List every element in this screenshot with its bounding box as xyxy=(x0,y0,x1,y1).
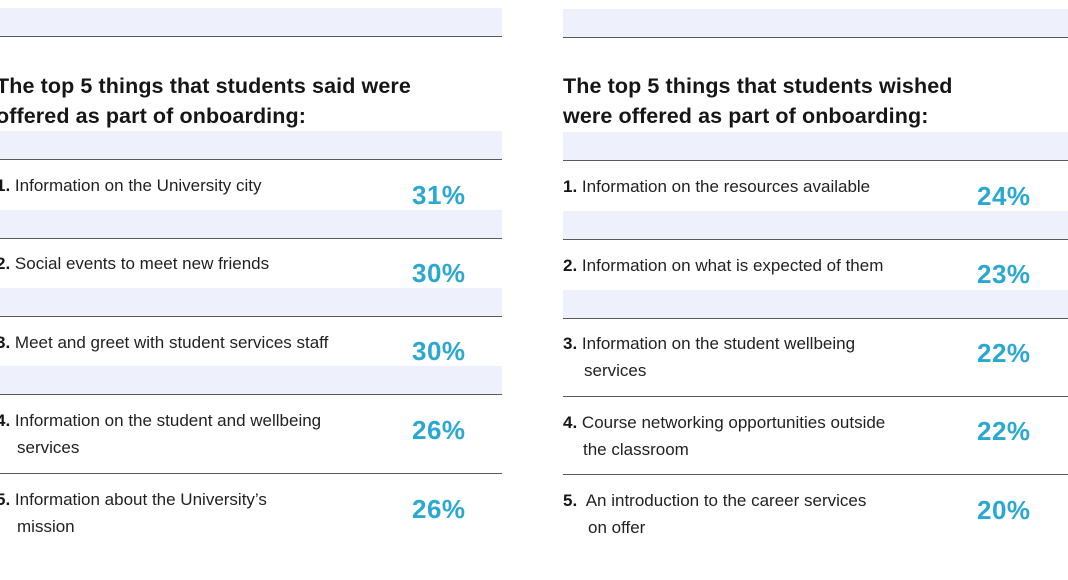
item-number: 3. xyxy=(0,333,11,352)
divider xyxy=(563,239,1068,240)
left-heading-line1: The top 5 things that students said were xyxy=(0,74,411,98)
shaded-band xyxy=(563,211,1068,239)
shaded-band xyxy=(0,131,502,159)
divider xyxy=(0,316,502,317)
item-number: 1. xyxy=(0,176,11,195)
item-percentage: 22% xyxy=(977,416,1031,446)
item-label-continuation: mission xyxy=(17,517,75,536)
item-percentage: 22% xyxy=(977,338,1031,368)
item-number: 1. xyxy=(563,177,578,196)
item-number: 4. xyxy=(0,411,11,430)
divider xyxy=(563,37,1068,38)
list-item: 5. Information about the University’s mi… xyxy=(0,486,386,540)
item-label: Course networking opportunities outside xyxy=(581,413,886,432)
item-percentage: 26% xyxy=(412,494,466,524)
list-item: 2. Social events to meet new friends xyxy=(0,250,386,277)
shaded-band xyxy=(0,210,502,238)
list-item: 4. Course networking opportunities outsi… xyxy=(563,409,953,463)
divider xyxy=(0,238,502,239)
shaded-band xyxy=(0,8,502,36)
list-item: 1. Information on the University city xyxy=(0,172,386,199)
divider xyxy=(0,159,502,160)
item-label: Social events to meet new friends xyxy=(14,254,270,273)
item-label-continuation: services xyxy=(584,361,647,380)
divider xyxy=(0,473,502,474)
item-number: 5. xyxy=(0,490,11,509)
item-label: Information on the University city xyxy=(14,176,262,195)
left-heading: The top 5 things that students said were… xyxy=(0,71,411,131)
divider xyxy=(563,318,1068,319)
item-percentage: 24% xyxy=(977,181,1031,211)
right-panel: The top 5 things that students wished we… xyxy=(563,0,1068,580)
item-label: Information on the resources available xyxy=(581,177,871,196)
item-percentage: 30% xyxy=(412,258,466,288)
item-percentage: 20% xyxy=(977,495,1031,525)
shaded-band xyxy=(0,366,502,394)
item-number: 2. xyxy=(563,256,578,275)
divider xyxy=(0,36,502,37)
divider xyxy=(563,396,1068,397)
right-heading-line1: The top 5 things that students wished xyxy=(563,74,953,98)
right-heading: The top 5 things that students wished we… xyxy=(563,71,953,131)
item-label: Information on the student and wellbeing xyxy=(14,411,322,430)
shaded-band xyxy=(563,132,1068,160)
item-number: 3. xyxy=(563,334,578,353)
left-heading-line2: offered as part of onboarding: xyxy=(0,104,306,128)
shaded-band xyxy=(0,288,502,316)
right-heading-line2: were offered as part of onboarding: xyxy=(563,104,929,128)
shaded-band xyxy=(563,290,1068,318)
left-panel: The top 5 things that students said were… xyxy=(0,0,502,580)
item-label-continuation: the classroom xyxy=(583,440,689,459)
item-label: Information on what is expected of them xyxy=(581,256,884,275)
item-label: Information about the University’s xyxy=(14,490,267,509)
item-number: 5. xyxy=(563,491,578,510)
divider xyxy=(563,160,1068,161)
list-item: 3. Meet and greet with student services … xyxy=(0,329,386,356)
item-label: Information on the student wellbeing xyxy=(581,334,856,353)
item-label: An introduction to the career services xyxy=(581,491,867,510)
list-item: 3. Information on the student wellbeing … xyxy=(563,330,953,384)
item-number: 2. xyxy=(0,254,11,273)
item-label-continuation: on offer xyxy=(588,518,646,537)
item-percentage: 23% xyxy=(977,259,1031,289)
divider xyxy=(563,474,1068,475)
item-percentage: 26% xyxy=(412,415,466,445)
list-item: 4. Information on the student and wellbe… xyxy=(0,407,386,461)
item-label-continuation: services xyxy=(17,438,80,457)
list-item: 5. An introduction to the career service… xyxy=(563,487,953,541)
item-percentage: 31% xyxy=(412,180,466,210)
item-number: 4. xyxy=(563,413,578,432)
list-item: 1. Information on the resources availabl… xyxy=(563,173,953,200)
divider xyxy=(0,394,502,395)
shaded-band xyxy=(563,9,1068,37)
list-item: 2. Information on what is expected of th… xyxy=(563,252,953,279)
item-percentage: 30% xyxy=(412,336,466,366)
item-label: Meet and greet with student services sta… xyxy=(14,333,329,352)
